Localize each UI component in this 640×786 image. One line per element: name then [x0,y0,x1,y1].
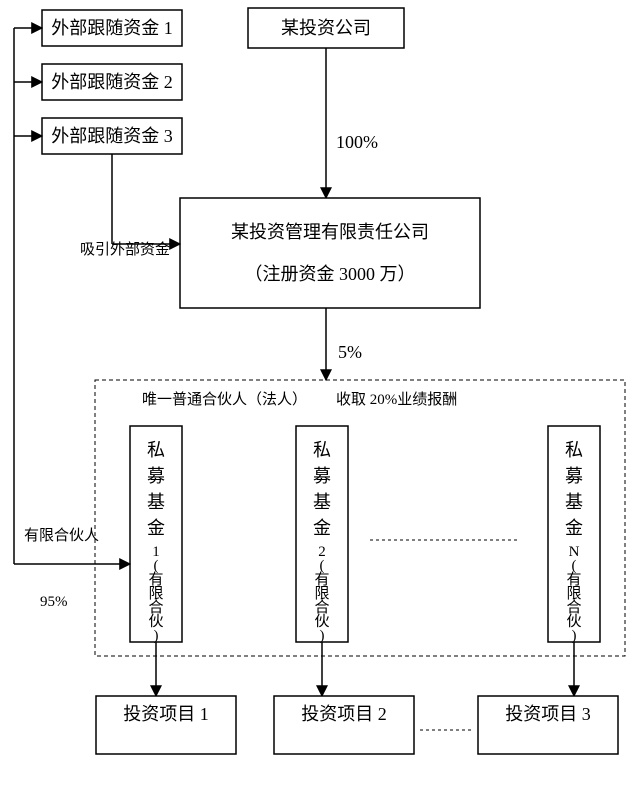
ext-fund-label-2: 外部跟随资金 2 [51,72,173,92]
ext-fund-label-1: 外部跟随资金 1 [51,18,173,38]
mgmt-line1: 某投资管理有限责任公司 [231,222,429,242]
label: 金 [147,518,165,538]
gp-right: 收取 20%业绩报酬 [336,391,457,408]
label: 募 [313,466,331,486]
absorb-label: 吸引外部资金 [80,241,170,258]
pct-5: 5% [338,342,362,362]
label: 基 [565,492,583,512]
label: ) [572,628,577,644]
project-label-1: 投资项目 1 [123,704,209,724]
project-label-3: 投资项目 3 [505,704,591,724]
label: 金 [313,518,331,538]
label: ) [320,628,325,644]
label: ) [154,628,159,644]
label: 私 [565,440,583,460]
label: 基 [313,492,331,512]
lp-label: 有限合伙人 [24,527,99,544]
label: 私 [313,440,331,460]
ext-fund-label-3: 外部跟随资金 3 [51,126,173,146]
label: 募 [565,466,583,486]
mgmt-line2: （注册资金 3000 万） [245,264,416,284]
pct-95: 95% [40,594,68,610]
label: 募 [147,466,165,486]
gp-left: 唯一普通合伙人（法人） [142,391,307,408]
label: 金 [565,518,583,538]
pct-100: 100% [336,132,378,152]
project-label-2: 投资项目 2 [301,704,387,724]
top-company-label: 某投资公司 [281,18,371,38]
label: 私 [147,440,165,460]
label: 基 [147,492,165,512]
mgmt-box [180,198,480,308]
